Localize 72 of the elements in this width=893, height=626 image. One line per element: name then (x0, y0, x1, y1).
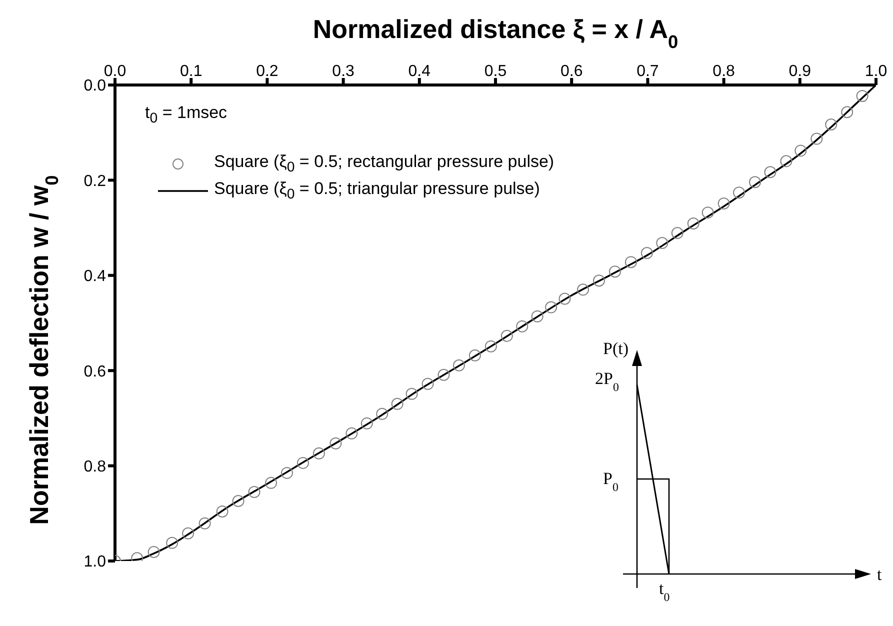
x-tick-label: 0.7 (636, 63, 659, 80)
point (346, 427, 358, 440)
point (624, 256, 637, 268)
y-tick-label: 0.6 (84, 363, 106, 380)
x-tick-label: 0.3 (332, 63, 355, 80)
y-tick-label: 0.2 (84, 172, 106, 190)
point (280, 466, 293, 479)
point (656, 237, 668, 250)
point (438, 368, 450, 381)
point (780, 155, 792, 168)
point (749, 176, 761, 188)
point (794, 144, 807, 157)
y-tick-label: 0.4 (84, 268, 106, 286)
point (422, 378, 434, 390)
point (608, 266, 621, 278)
point (216, 505, 228, 518)
point (516, 320, 528, 332)
point (166, 536, 178, 549)
point (592, 274, 605, 287)
point (391, 398, 404, 410)
x-tick-label: 0.8 (712, 63, 736, 80)
x-tick-label: 0.5 (484, 63, 507, 80)
x-tick-label: 0.4 (408, 63, 431, 80)
x-tick-label: 0.2 (256, 63, 278, 80)
point (640, 247, 653, 260)
point (148, 546, 160, 558)
point (577, 284, 590, 296)
point (810, 132, 823, 145)
annotation: t$_{0}$ = 1msec (145, 103, 228, 126)
point (182, 527, 194, 540)
x-axis-title: Normalized distance ξ = x / A$_{0}$ (312, 14, 678, 52)
point (558, 292, 571, 305)
point (330, 437, 342, 450)
point (265, 476, 278, 489)
annotation: P$_{0}$ (603, 469, 618, 494)
point (764, 166, 776, 178)
point (718, 198, 730, 210)
legend-label: Square (ξ$_{0}$ = 0.5; rectangular pressure pulse) (214, 152, 554, 176)
text: t$_{0}$ (659, 579, 670, 604)
point (296, 456, 309, 469)
x-tick-label: 0.9 (788, 63, 812, 80)
x-tick-label: 1.0 (864, 63, 888, 80)
text: t (877, 565, 882, 584)
legend-label: Square (ξ$_{0}$ = 0.5; triangular pressure pulse) (214, 178, 540, 202)
point (468, 349, 481, 362)
x-tick-label: 0.1 (180, 63, 202, 80)
x-tick-label: 0.6 (560, 63, 583, 80)
point (733, 186, 746, 199)
point (376, 408, 388, 420)
point (406, 388, 418, 400)
point (825, 118, 838, 131)
x-tick-label: 0.0 (104, 63, 126, 80)
point (248, 486, 260, 498)
y-tick-label: 0.8 (84, 458, 106, 476)
y-tick-label: 1.0 (84, 554, 106, 571)
point (198, 517, 211, 530)
point (484, 340, 497, 352)
point (687, 218, 700, 230)
annotation: 2P$_{0}$ (595, 369, 619, 394)
point (500, 330, 513, 342)
point (531, 310, 544, 322)
point (312, 447, 325, 460)
point (232, 495, 244, 508)
point (702, 206, 714, 219)
point (545, 301, 558, 314)
point (856, 90, 868, 102)
y-tick-label: 0.0 (84, 78, 106, 95)
point (452, 359, 465, 372)
point (841, 106, 854, 118)
point (360, 417, 373, 430)
point (671, 227, 684, 240)
annotation: P(t) (603, 339, 628, 358)
